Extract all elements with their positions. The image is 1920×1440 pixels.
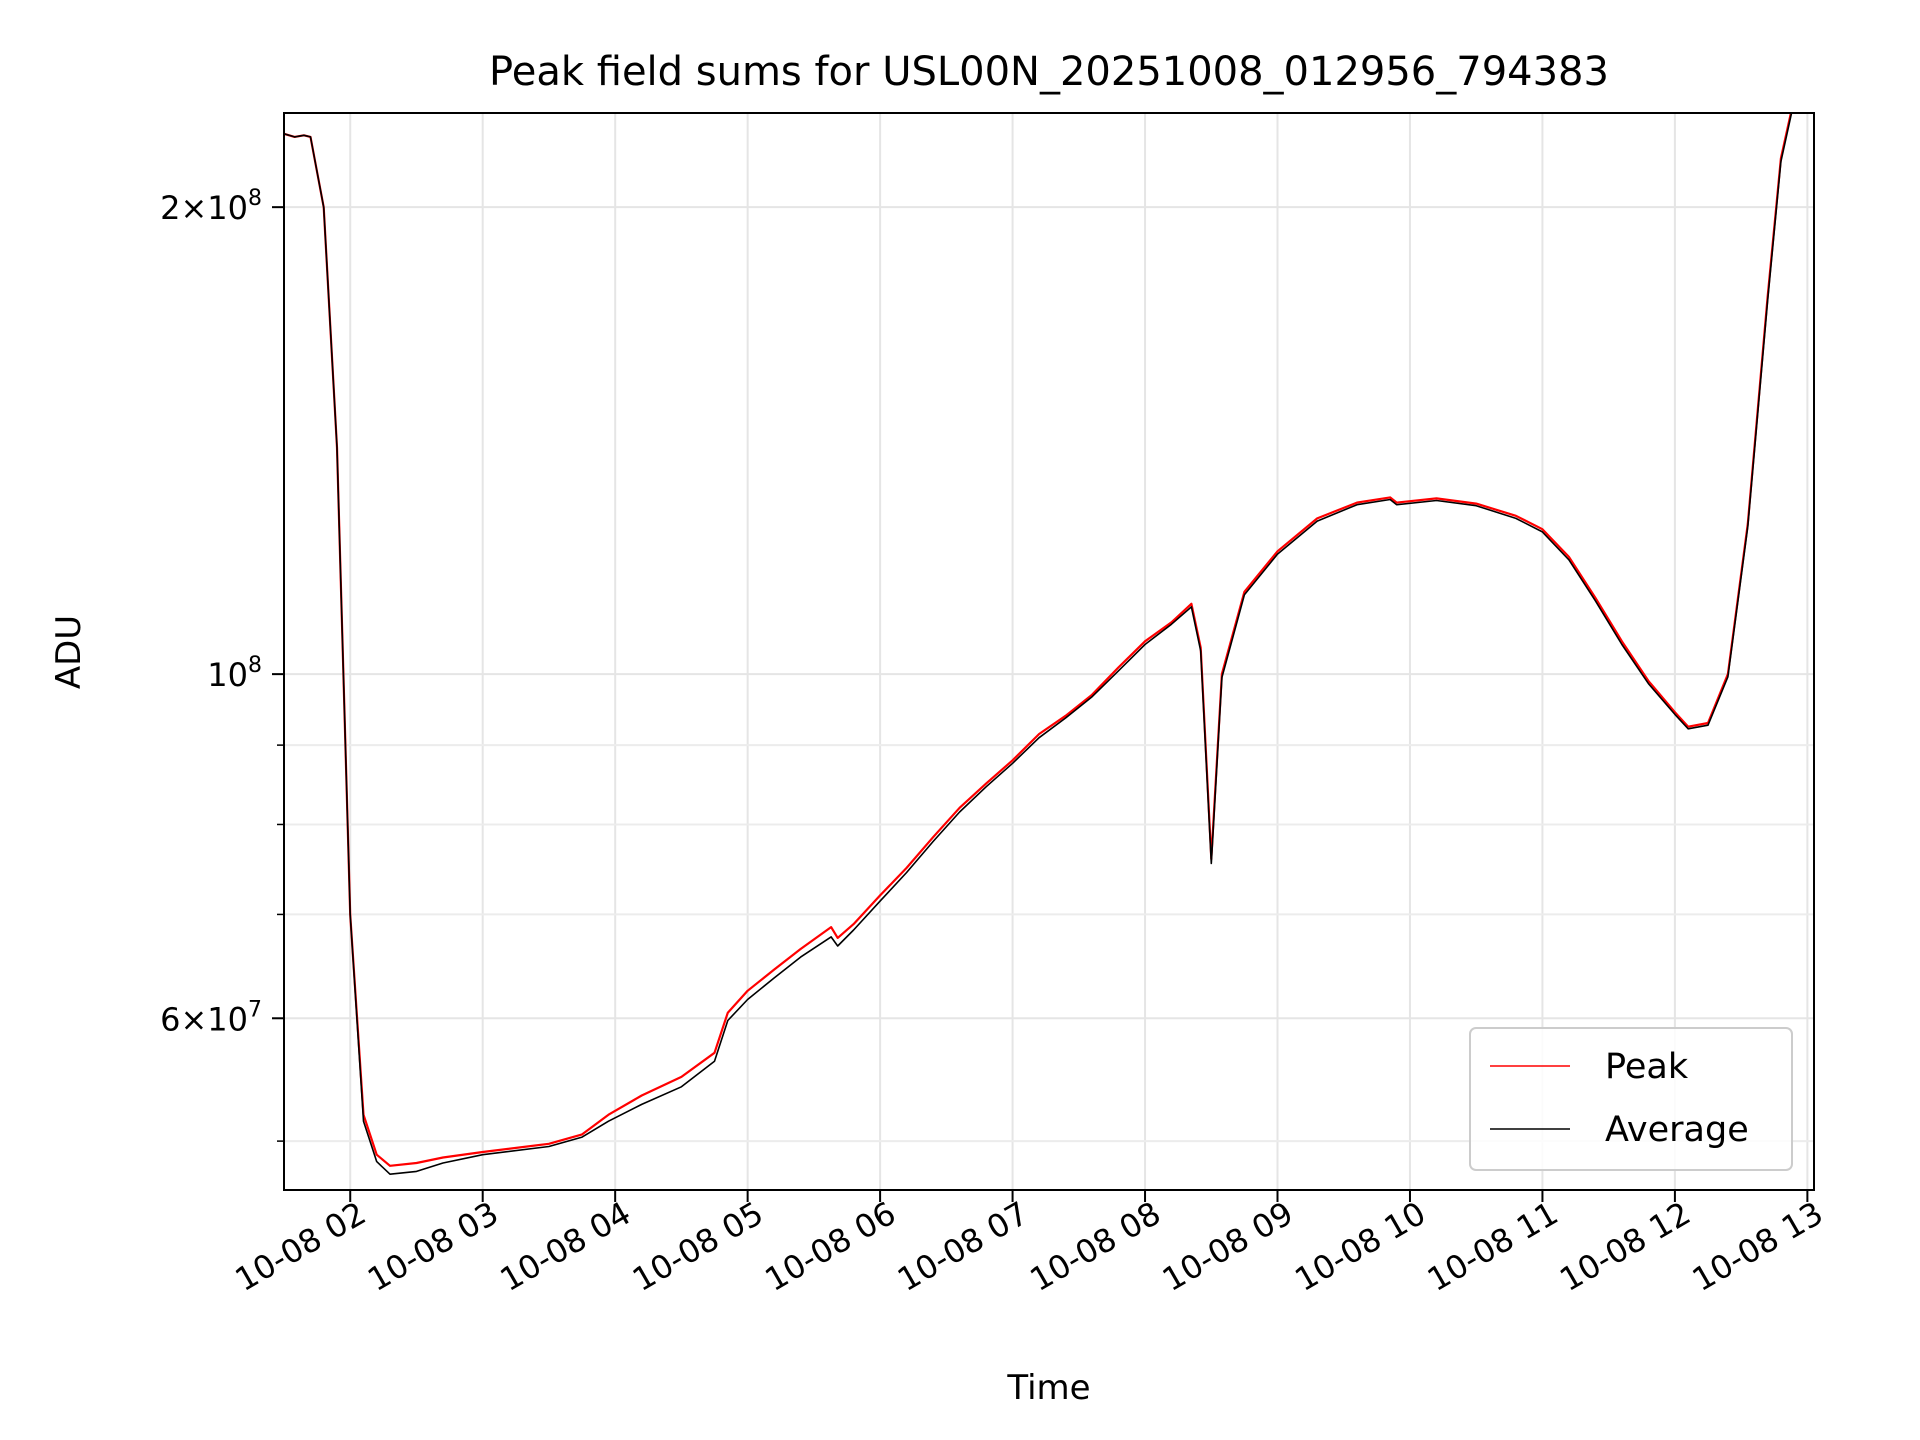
y-axis-label: ADU <box>49 615 89 689</box>
y-tick-label: 108 <box>207 653 262 694</box>
series-line-average <box>284 113 1793 1175</box>
series-layer <box>284 113 1793 1175</box>
legend-label-average: Average <box>1605 1110 1749 1150</box>
series-line-peak <box>284 113 1793 1167</box>
x-axis-label: Time <box>1006 1368 1090 1408</box>
y-tick-label: 2×108 <box>160 186 262 227</box>
grid <box>284 113 1814 1190</box>
y-axis: 6×107 108 2×108 <box>160 186 284 1142</box>
legend: Peak Average <box>1469 1027 1793 1171</box>
chart-title: Peak field sums for USL00N_20251008_0129… <box>489 49 1609 95</box>
legend-box <box>1469 1027 1793 1171</box>
y-tick-label: 6×107 <box>160 997 262 1038</box>
plot-frame <box>283 112 1815 1191</box>
legend-label-peak: Peak <box>1605 1047 1689 1087</box>
